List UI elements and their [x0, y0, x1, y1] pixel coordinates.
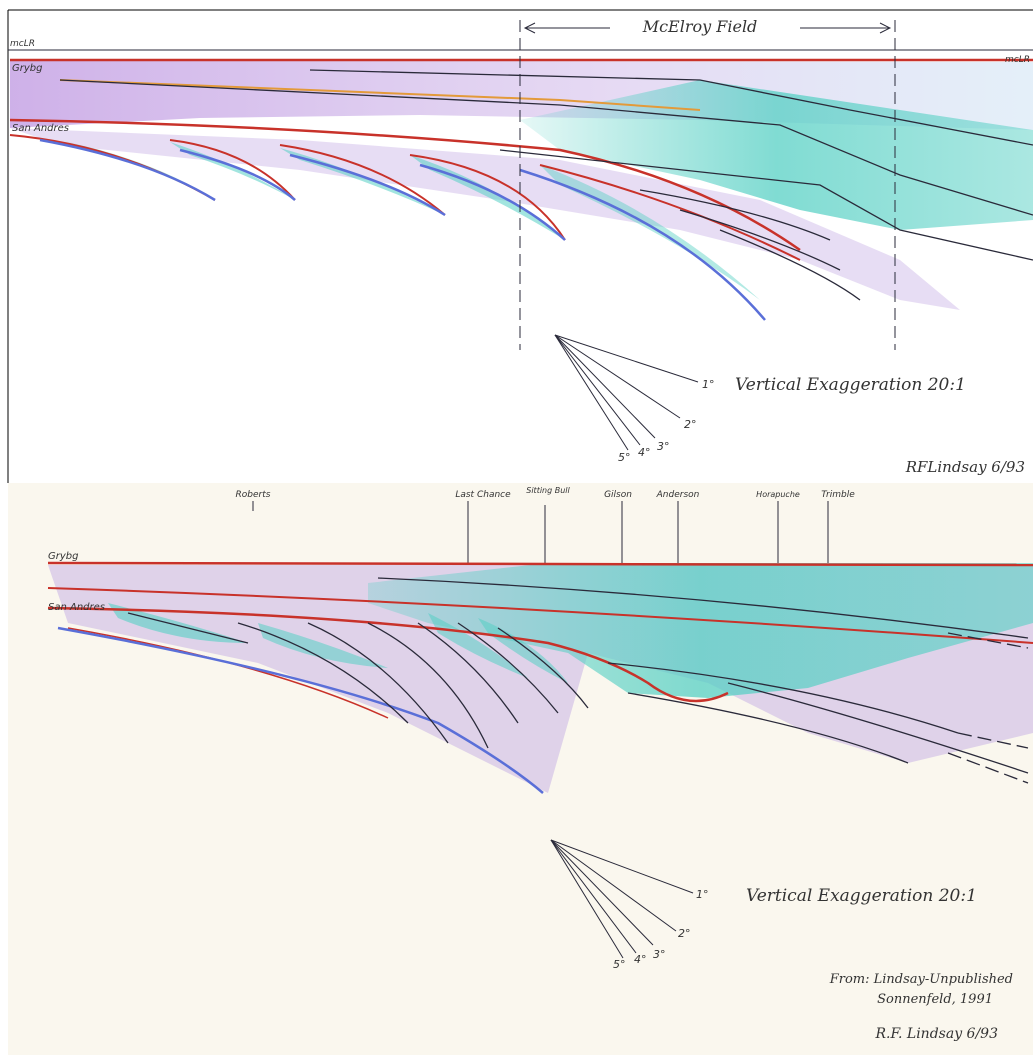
- dip-label: 3°: [657, 440, 670, 453]
- dip-label: 4°: [638, 446, 651, 459]
- well-markers: [252, 501, 829, 563]
- arrowhead-right: [879, 22, 892, 34]
- clinoform-lens: [410, 155, 565, 240]
- clinoform-red: [409, 154, 566, 241]
- formation-label-san-andres: San Andres: [12, 123, 69, 134]
- grybg-top-surface: [47, 561, 1033, 567]
- dip-label: 5°: [613, 958, 626, 971]
- dip-label: 1°: [696, 888, 709, 901]
- well-label: Roberts: [236, 490, 271, 500]
- top-cross-section: McElroy Field mcLR mcLR Grybg San Andres…: [0, 0, 1033, 483]
- clinoform-blue: [419, 163, 566, 241]
- field-label: McElroy Field: [642, 17, 758, 36]
- dip-angle-fan: [554, 334, 699, 451]
- source-line2: Sonnenfeld, 1991: [877, 992, 993, 1007]
- shelf-teal-fill: [520, 80, 1033, 230]
- datum-label-right: mcLR: [1005, 55, 1030, 65]
- black-surface-line: [679, 209, 841, 271]
- black-surface-line: [59, 79, 1033, 216]
- red-surface-line: [47, 587, 1033, 644]
- well-label: Anderson: [656, 490, 700, 500]
- well-label: Last Chance: [455, 490, 511, 500]
- signature: R.F. Lindsay 6/93: [874, 1026, 998, 1042]
- well-label: Trimble: [821, 490, 855, 500]
- black-surface-line: [719, 229, 861, 301]
- black-surface-line: [499, 149, 1033, 261]
- clinoform-blue: [39, 138, 216, 202]
- clinoform-lens: [258, 623, 388, 668]
- datum-label-left: mcLR: [10, 39, 35, 49]
- well-label: Gilson: [604, 490, 632, 500]
- well-label: Sitting Bull: [526, 486, 570, 495]
- dip-label: 1°: [702, 378, 715, 391]
- shelf-teal-fill: [368, 563, 1033, 698]
- clinoform-red: [279, 144, 446, 216]
- dashed-extensions: [947, 632, 1029, 784]
- dip-label: 2°: [678, 927, 691, 940]
- clinoform-blue: [289, 153, 446, 217]
- orange-marker-line: [59, 79, 701, 111]
- formation-label-grybg: Grybg: [48, 551, 78, 562]
- dip-angle-fan: [550, 839, 694, 959]
- source-line1: From: Lindsay-Unpublished: [829, 972, 1013, 987]
- clinoform-red: [539, 164, 801, 261]
- clinoform-red: [169, 139, 296, 201]
- clinoform-lens: [108, 603, 248, 643]
- clinoform-lens: [478, 618, 568, 683]
- bottom-diagram-svg: Roberts Last Chance Sitting Bull Gilson …: [47, 486, 1033, 1042]
- clinoform-blue: [179, 148, 296, 201]
- signature: RFLindsay 6/93: [905, 458, 1025, 476]
- well-label: Horapuche: [756, 490, 800, 499]
- bottom-cross-section: Roberts Last Chance Sitting Bull Gilson …: [8, 483, 1033, 1055]
- arrowhead-left: [523, 22, 536, 34]
- exaggeration-label: Vertical Exaggeration 20:1: [746, 886, 977, 906]
- san-andres-surface: [9, 118, 801, 252]
- formation-label-san-andres: San Andres: [48, 602, 105, 613]
- dip-label: 3°: [653, 948, 666, 961]
- black-clinoform-lines: [127, 577, 1029, 774]
- black-surface-line: [309, 69, 1033, 146]
- dip-label: 2°: [684, 418, 697, 431]
- dip-label: 5°: [618, 451, 631, 464]
- dip-label: 4°: [634, 953, 647, 966]
- clinoform-blue: [57, 626, 544, 794]
- clinoform-lens: [280, 148, 445, 215]
- top-diagram-svg: McElroy Field mcLR mcLR Grybg San Andres…: [7, 9, 1033, 483]
- exaggeration-label: Vertical Exaggeration 20:1: [735, 375, 966, 395]
- black-surface-line: [639, 189, 831, 241]
- clinoform-blue: [519, 168, 766, 321]
- san-andres-surface: [47, 606, 729, 703]
- formation-label-grybg: Grybg: [12, 63, 42, 74]
